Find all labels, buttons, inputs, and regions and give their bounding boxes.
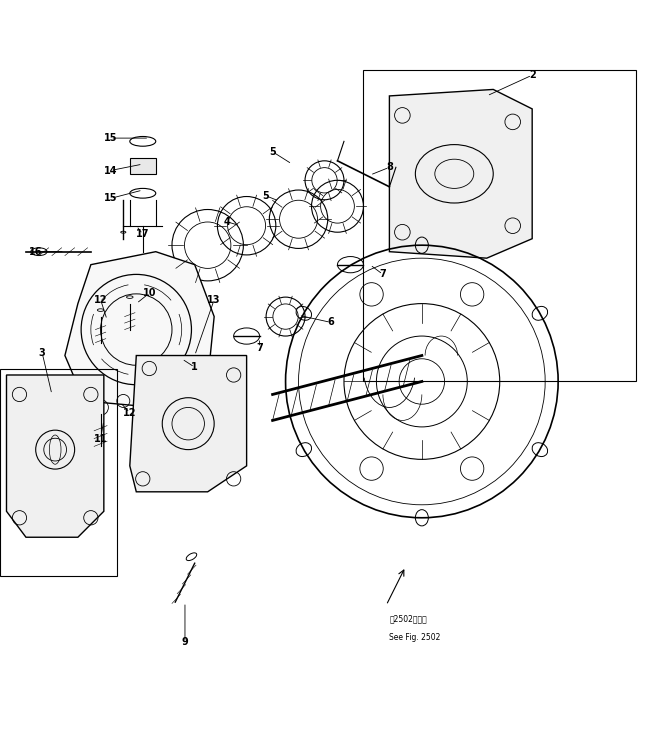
Text: 5: 5: [263, 191, 269, 201]
Text: 15: 15: [104, 133, 117, 143]
Text: 14: 14: [104, 166, 117, 175]
Polygon shape: [389, 89, 532, 258]
Text: See Fig. 2502: See Fig. 2502: [389, 633, 441, 643]
Polygon shape: [65, 251, 214, 408]
Text: 17: 17: [136, 229, 149, 240]
Text: 10: 10: [143, 288, 156, 298]
Text: 3: 3: [39, 348, 45, 358]
Text: 13: 13: [208, 295, 221, 304]
Text: 7: 7: [256, 343, 263, 353]
Text: 15: 15: [104, 193, 117, 203]
Text: 2: 2: [529, 70, 535, 80]
Text: 12: 12: [94, 295, 107, 304]
Text: 7: 7: [380, 270, 386, 279]
Text: 第2502回参照: 第2502回参照: [389, 614, 427, 623]
Text: 1: 1: [191, 362, 198, 372]
Text: 6: 6: [328, 318, 334, 327]
Polygon shape: [130, 355, 247, 492]
Text: 4: 4: [224, 217, 230, 227]
Text: 8: 8: [386, 162, 393, 172]
Text: 11: 11: [94, 433, 107, 444]
Text: 9: 9: [182, 638, 188, 647]
Polygon shape: [6, 375, 104, 537]
Text: 16: 16: [29, 247, 42, 256]
Bar: [130, 158, 156, 174]
Text: 12: 12: [123, 408, 136, 418]
Text: 5: 5: [269, 147, 276, 157]
